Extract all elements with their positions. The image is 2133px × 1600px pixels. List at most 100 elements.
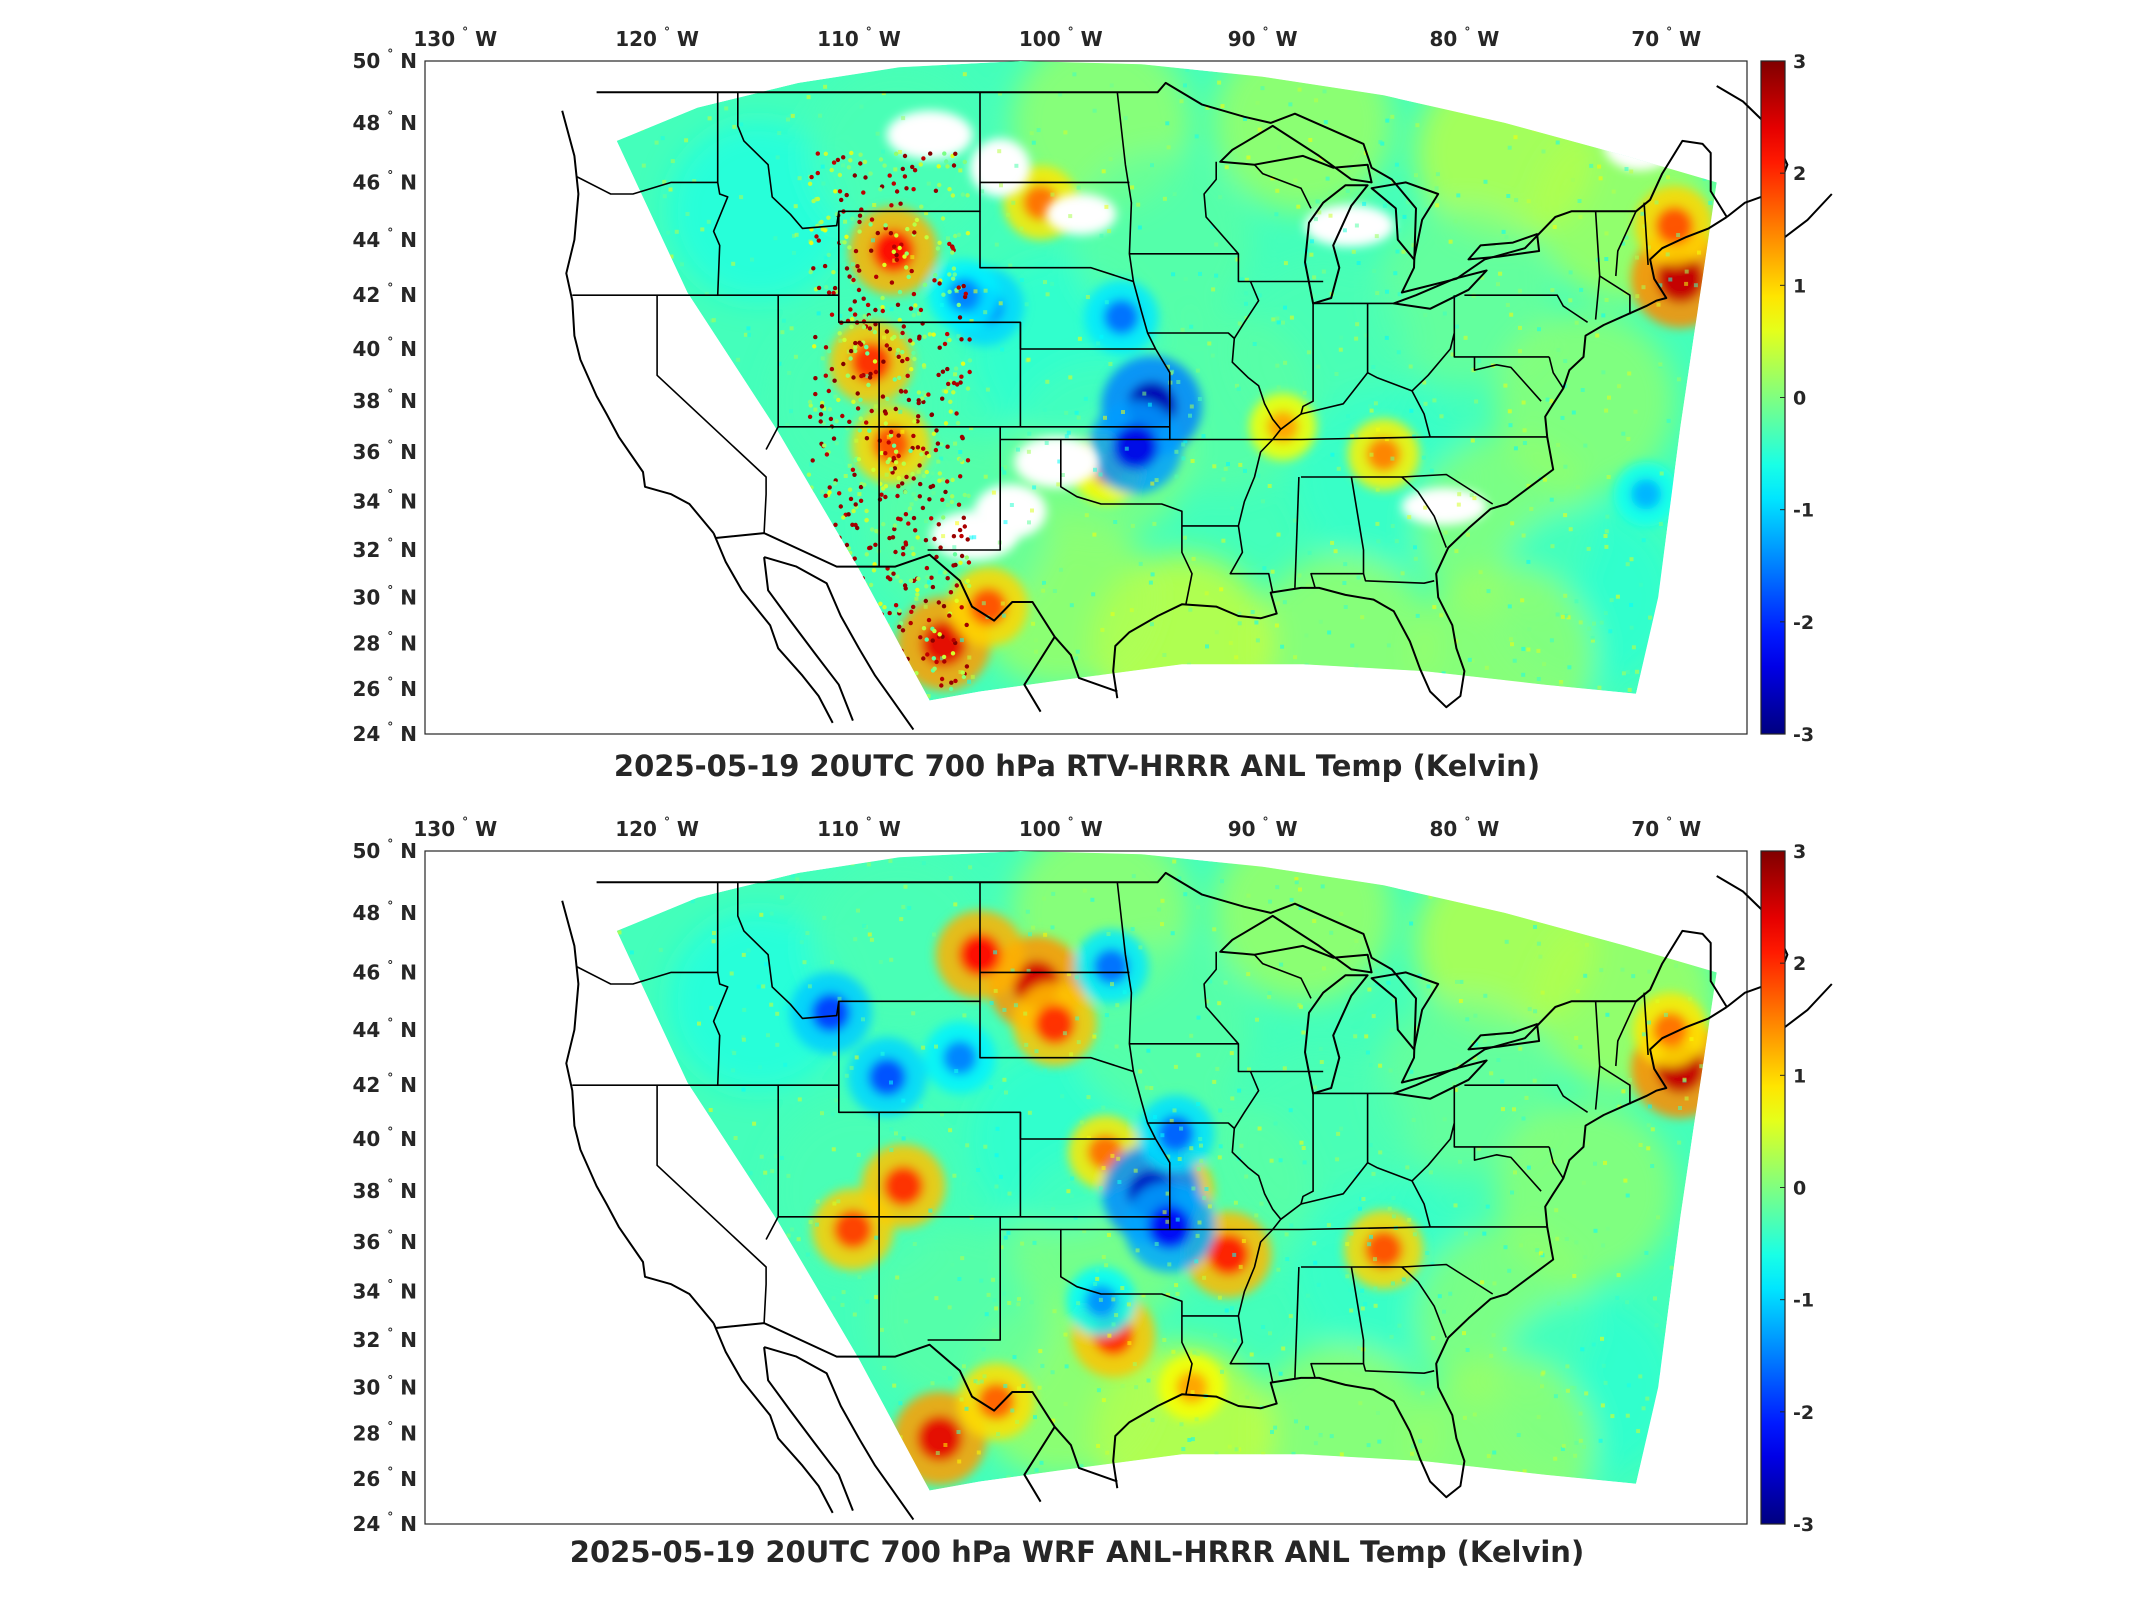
- state-border: [927, 1216, 1002, 1341]
- state-border: [1599, 1065, 1631, 1105]
- state-border: [1203, 161, 1240, 255]
- coastline: [1716, 85, 1789, 218]
- state-border: [1147, 1071, 1260, 1130]
- no-data-region: [1045, 193, 1117, 235]
- state-border: [1000, 438, 1193, 605]
- panel-wrf-hrrr-figure: 130 ° W 120 ° W 110 ° W 100 ° W 90 ° W 80 ° W…: [353, 815, 1833, 1569]
- great-lake: [1304, 184, 1369, 305]
- state-border: [1362, 1363, 1435, 1375]
- lat-tick-label: 34 ° N: [353, 1278, 418, 1304]
- state-border: [1000, 1228, 1193, 1395]
- colorbar-tick-label: 1: [1793, 275, 1806, 297]
- lat-tick-label: 28 ° N: [353, 630, 418, 656]
- lon-tick-label: 130 ° W: [413, 25, 497, 51]
- state-border: [1411, 1122, 1456, 1182]
- coastline: [1780, 983, 1833, 1031]
- lon-tick-label: 90 ° W: [1228, 815, 1298, 841]
- coastline: [1023, 1426, 1056, 1503]
- lon-tick-label: 130 ° W: [413, 815, 497, 841]
- state-border: [1599, 275, 1631, 315]
- lat-tick-label: 46 ° N: [353, 168, 418, 194]
- cool-anomaly: [847, 1037, 927, 1117]
- coastline: [1780, 193, 1833, 241]
- state-border: [1453, 1085, 1550, 1148]
- map-boundaries: [561, 81, 1833, 731]
- state-border: [1401, 1266, 1448, 1338]
- map-area: 130 ° W 120 ° W 110 ° W 100 ° W 90 ° W 80 ° W…: [353, 815, 1833, 1536]
- state-border: [1301, 473, 1494, 505]
- lat-tick-label: 24 ° N: [353, 1510, 418, 1536]
- warm-anomaly: [829, 320, 914, 405]
- state-border: [1300, 372, 1369, 415]
- state-border: [1280, 1093, 1314, 1220]
- great-lake: [1219, 914, 1373, 974]
- warm-anomaly: [812, 1188, 894, 1271]
- coastline: [561, 900, 715, 1324]
- coastline: [763, 556, 915, 731]
- colorbar-tick-label: 3: [1793, 841, 1806, 863]
- lon-tick-label: 80 ° W: [1430, 25, 1500, 51]
- lat-tick-label: 32 ° N: [353, 536, 418, 562]
- state-border: [1473, 1146, 1542, 1192]
- no-data-region: [1014, 436, 1100, 488]
- state-border: [1300, 1162, 1369, 1205]
- coastline: [561, 110, 715, 534]
- state-border: [736, 92, 981, 230]
- state-border: [1060, 92, 1171, 441]
- cool-anomaly: [1084, 279, 1159, 355]
- colorbar: 3 2 1 0 -1 -2 -3: [1760, 51, 1814, 746]
- lat-tick-label: 30 ° N: [353, 1373, 418, 1399]
- longitude-ticks: 130 ° W 120 ° W 110 ° W 100 ° W 90 ° W 80 ° W…: [413, 815, 1701, 841]
- state-border: [927, 426, 1002, 551]
- lon-tick-label: 80 ° W: [1430, 815, 1500, 841]
- state-border: [1362, 573, 1435, 585]
- lat-tick-label: 40 ° N: [353, 335, 418, 361]
- state-border: [656, 1085, 767, 1324]
- lat-tick-label: 48 ° N: [353, 899, 418, 925]
- state-border: [1169, 436, 1548, 441]
- state-border: [1615, 1000, 1637, 1067]
- latitude-ticks: 50 ° N 48 ° N 46 ° N 44 ° N 42 ° N 40 ° N 38 °…: [353, 47, 418, 746]
- warm-anomaly: [957, 1362, 1035, 1440]
- state-border: [1169, 1226, 1548, 1231]
- field-cell: [869, 1225, 1050, 1406]
- state-border: [979, 1001, 1134, 1073]
- lon-tick-label: 100 ° W: [1019, 25, 1103, 51]
- colorbar-tick-label: -2: [1793, 612, 1814, 634]
- cool-anomaly: [1613, 461, 1679, 527]
- colorbar-tick-label: -2: [1793, 1402, 1814, 1424]
- state-border: [1643, 992, 1649, 1055]
- coastline: [763, 556, 854, 721]
- state-border: [1473, 356, 1542, 402]
- lat-tick-label: 40 ° N: [353, 1125, 418, 1151]
- state-border: [1301, 1263, 1494, 1295]
- coastline: [1716, 875, 1789, 1008]
- map-area: 130 ° W 120 ° W 110 ° W 100 ° W 90 ° W 80 ° W…: [353, 25, 1833, 746]
- state-border: [576, 965, 718, 985]
- state-border: [1129, 1043, 1324, 1073]
- state-border: [1548, 1146, 1564, 1179]
- great-lake: [1370, 971, 1440, 1051]
- lon-tick-label: 70 ° W: [1631, 25, 1701, 51]
- state-border: [1229, 338, 1282, 593]
- lat-tick-label: 44 ° N: [353, 226, 418, 252]
- lon-tick-label: 120 ° W: [615, 25, 699, 51]
- colorbar-tick-label: 2: [1793, 953, 1806, 975]
- state-border: [979, 211, 1134, 283]
- cool-anomaly: [1088, 400, 1183, 494]
- warm-anomaly: [1347, 418, 1420, 491]
- panel-wrf-hrrr: 130 ° W 120 ° W 110 ° W 100 ° W 90 ° W 80 ° W…: [0, 790, 2133, 1580]
- coastline: [1112, 1006, 1728, 1499]
- lat-tick-label: 38 ° N: [353, 387, 418, 413]
- panel-rtv-hrrr: 130 ° W 120 ° W 110 ° W 100 ° W 90 ° W 80 ° W…: [0, 0, 2133, 790]
- colorbar-tick-label: -3: [1793, 724, 1814, 746]
- lat-tick-label: 34 ° N: [353, 488, 418, 514]
- state-border: [1366, 1093, 1431, 1228]
- state-border: [1280, 303, 1314, 430]
- map-boundaries: [561, 871, 1833, 1521]
- coastline: [712, 1322, 834, 1514]
- great-lake: [1304, 974, 1369, 1095]
- coastline: [763, 1346, 854, 1511]
- panel-title: 2025-05-19 20UTC 700 hPa WRF ANL-HRRR AN…: [570, 1535, 1584, 1569]
- field-cell: [668, 911, 849, 1092]
